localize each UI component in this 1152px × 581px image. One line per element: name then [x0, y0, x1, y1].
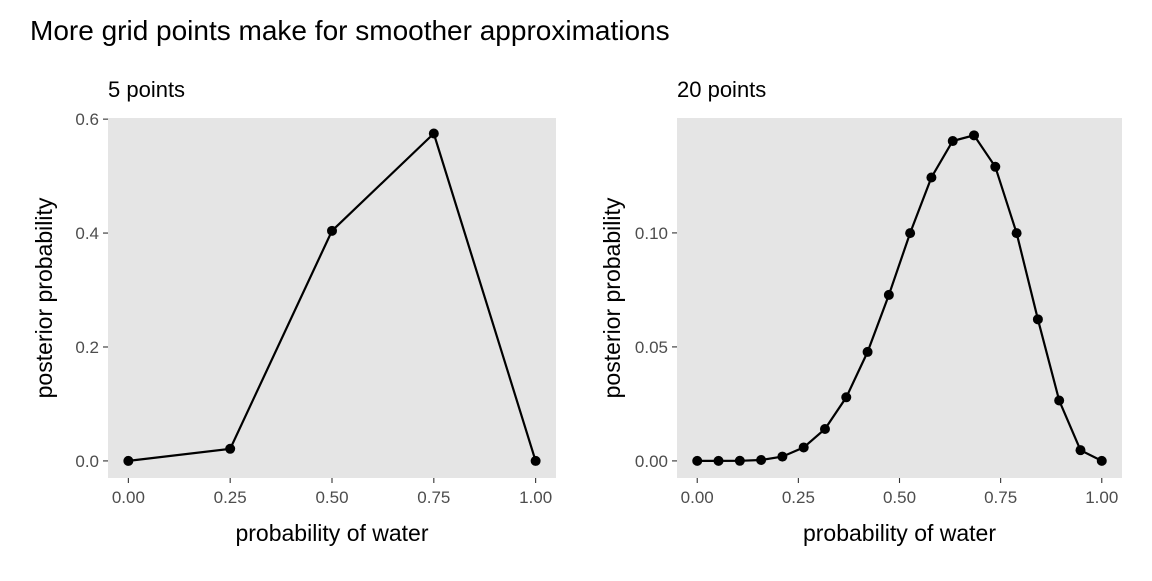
y-axis-title: posterior probability — [599, 197, 625, 398]
y-tick-label: 0.6 — [75, 110, 99, 129]
figure-title: More grid points make for smoother appro… — [30, 15, 670, 46]
data-point — [530, 455, 541, 466]
y-axis-title: posterior probability — [31, 197, 57, 398]
data-point — [692, 455, 703, 466]
x-tick-label: 1.00 — [1085, 488, 1118, 507]
data-point — [428, 128, 439, 139]
x-axis-title: probability of water — [235, 520, 428, 546]
x-tick-label: 0.75 — [417, 488, 450, 507]
x-tick-label: 0.00 — [681, 488, 714, 507]
panel-20-points: 20 points 0.00 0.25 0.50 0.75 1.00 0.00 0.05 0.1… — [599, 77, 1122, 546]
x-tick-label: 0.00 — [112, 488, 145, 507]
data-point — [883, 289, 894, 300]
x-tick-label: 1.00 — [519, 488, 552, 507]
panel-5-points: 5 points 0.00 0.25 0.50 0.75 1.00 0.0 0.2 0.4 0.6… — [31, 77, 556, 546]
data-point — [225, 443, 236, 454]
data-point — [841, 392, 852, 403]
data-point — [1011, 228, 1022, 239]
data-point — [862, 346, 873, 357]
data-point — [947, 136, 958, 147]
data-point — [1075, 445, 1086, 456]
x-axis-title: probability of water — [803, 520, 996, 546]
x-tick-label: 0.25 — [782, 488, 815, 507]
y-tick-label: 0.00 — [635, 452, 668, 471]
data-point — [327, 225, 337, 236]
plot-background — [677, 118, 1122, 478]
data-point — [756, 454, 767, 465]
plot-background — [108, 118, 556, 478]
data-point — [798, 442, 809, 453]
data-point — [1032, 314, 1043, 325]
data-point — [123, 455, 134, 466]
panel-subtitle: 20 points — [677, 77, 766, 102]
data-point — [1096, 455, 1107, 466]
data-point — [777, 451, 788, 462]
data-point — [926, 172, 937, 183]
y-tick-label: 0.10 — [635, 224, 668, 243]
y-tick-label: 0.0 — [75, 452, 99, 471]
data-point — [734, 455, 745, 466]
data-point — [1054, 395, 1065, 406]
y-tick-label: 0.05 — [635, 338, 668, 357]
data-point — [990, 161, 1001, 172]
panel-subtitle: 5 points — [108, 77, 185, 102]
x-tick-label: 0.75 — [984, 488, 1017, 507]
x-tick-label: 0.25 — [214, 488, 247, 507]
x-tick-label: 0.50 — [883, 488, 916, 507]
data-point — [969, 130, 980, 141]
data-point — [819, 423, 830, 434]
x-tick-label: 0.50 — [315, 488, 348, 507]
y-tick-label: 0.2 — [75, 338, 99, 357]
y-tick-label: 0.4 — [75, 224, 99, 243]
data-point — [713, 455, 724, 466]
data-point — [905, 228, 916, 239]
